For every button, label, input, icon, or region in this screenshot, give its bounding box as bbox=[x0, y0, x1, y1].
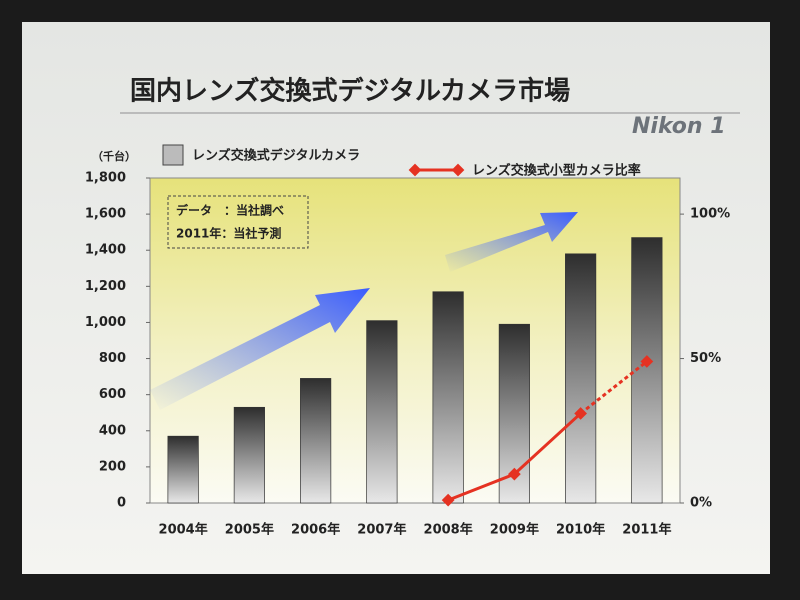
y-tick-label: 600 bbox=[99, 387, 126, 402]
y-tick-label: 400 bbox=[99, 423, 126, 438]
line-forecast bbox=[579, 360, 648, 415]
x-tick-label: 2008年 bbox=[424, 522, 473, 538]
y-tick-label: 1,600 bbox=[85, 207, 126, 222]
annotation: データ ：当社調べ bbox=[176, 203, 284, 218]
legend-label: レンズ交換式小型カメラ比率 bbox=[472, 163, 641, 179]
y-tick-label: 1,000 bbox=[85, 315, 126, 330]
annotation: 2011年：当社予測 bbox=[176, 226, 281, 241]
y-tick-label: 1,400 bbox=[85, 243, 126, 258]
y2-tick-label: 0% bbox=[690, 496, 712, 511]
y-tick-label: 0 bbox=[117, 496, 126, 511]
bar bbox=[233, 406, 265, 504]
chart-title: 国内レンズ交換式デジタルカメラ市場 bbox=[130, 76, 570, 107]
x-tick-label: 2009年 bbox=[490, 522, 539, 538]
y-unit: （千台） bbox=[92, 149, 136, 163]
x-tick-label: 2007年 bbox=[357, 522, 406, 538]
y-tick-label: 1,800 bbox=[85, 171, 126, 186]
legend-swatch bbox=[162, 144, 184, 166]
bar bbox=[432, 291, 464, 504]
bar bbox=[300, 378, 332, 504]
x-tick-label: 2011年 bbox=[622, 522, 671, 538]
trend-arrow bbox=[445, 212, 578, 272]
y2-tick-label: 100% bbox=[690, 207, 730, 222]
bar bbox=[366, 320, 398, 504]
x-tick-label: 2004年 bbox=[159, 522, 208, 538]
x-tick-label: 2010年 bbox=[556, 522, 605, 538]
bar bbox=[565, 253, 597, 504]
legend-marker bbox=[451, 163, 465, 177]
x-tick-label: 2006年 bbox=[291, 522, 340, 538]
brand-logo: Nikon 1 bbox=[632, 114, 726, 139]
annotation-box bbox=[167, 195, 309, 249]
legend-label: レンズ交換式デジタルカメラ bbox=[192, 148, 360, 164]
line-marker bbox=[441, 493, 455, 507]
y-tick-label: 200 bbox=[99, 459, 126, 474]
bar bbox=[167, 435, 199, 504]
y-tick-label: 1,200 bbox=[85, 279, 126, 294]
y2-tick-label: 50% bbox=[690, 351, 721, 366]
y-tick-label: 800 bbox=[99, 351, 126, 366]
x-tick-label: 2005年 bbox=[225, 522, 274, 538]
legend-marker bbox=[408, 163, 422, 177]
trend-arrow bbox=[150, 288, 370, 410]
